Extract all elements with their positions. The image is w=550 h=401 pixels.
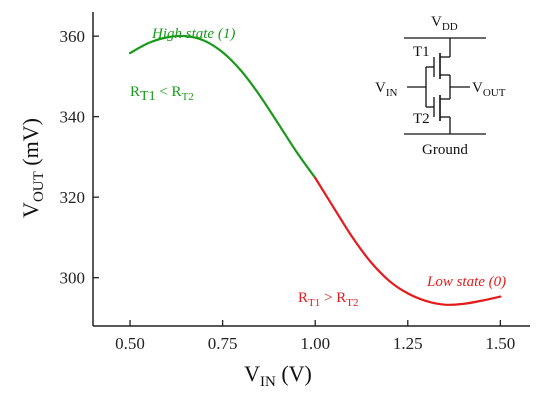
- x-axis-label: VIN (V): [244, 361, 312, 390]
- inset-t2-label: T2: [413, 111, 430, 127]
- inset-circuit: VDD Ground T1 T2 VOUT VIN: [375, 14, 506, 158]
- inset-ground-label: Ground: [422, 142, 468, 158]
- x-ticks: 0.50 0.75 1.00 1.25 1.50: [115, 320, 515, 353]
- x-tick-label: 0.75: [208, 334, 238, 353]
- y-axis-label: VOUT (mV): [18, 118, 47, 218]
- low-state-label: Low state (0): [426, 274, 506, 290]
- y-ticks: 300 320 340 360: [60, 27, 99, 288]
- inset-vout-label: VOUT: [472, 80, 506, 99]
- y-tick-label: 360: [60, 27, 86, 46]
- high-state-label: High state (1): [151, 26, 235, 42]
- x-tick-label: 1.50: [485, 334, 515, 353]
- x-tick-label: 1.00: [300, 334, 330, 353]
- x-tick-label: 1.25: [393, 334, 423, 353]
- high-state-curve: [128, 34, 317, 179]
- high-condition-label: RT1 < RT2: [130, 84, 194, 104]
- y-tick-label: 340: [60, 108, 86, 127]
- inset-t1-label: T1: [413, 44, 430, 60]
- x-tick-label: 0.50: [115, 334, 145, 353]
- inset-vin-label: VIN: [375, 80, 398, 99]
- low-state-curve: [314, 176, 502, 306]
- series-line: [128, 34, 502, 306]
- low-condition-label: RT1 > RT2: [298, 290, 358, 309]
- y-tick-label: 320: [60, 188, 86, 207]
- y-tick-label: 300: [60, 269, 86, 288]
- inset-vdd-label: VDD: [431, 14, 458, 33]
